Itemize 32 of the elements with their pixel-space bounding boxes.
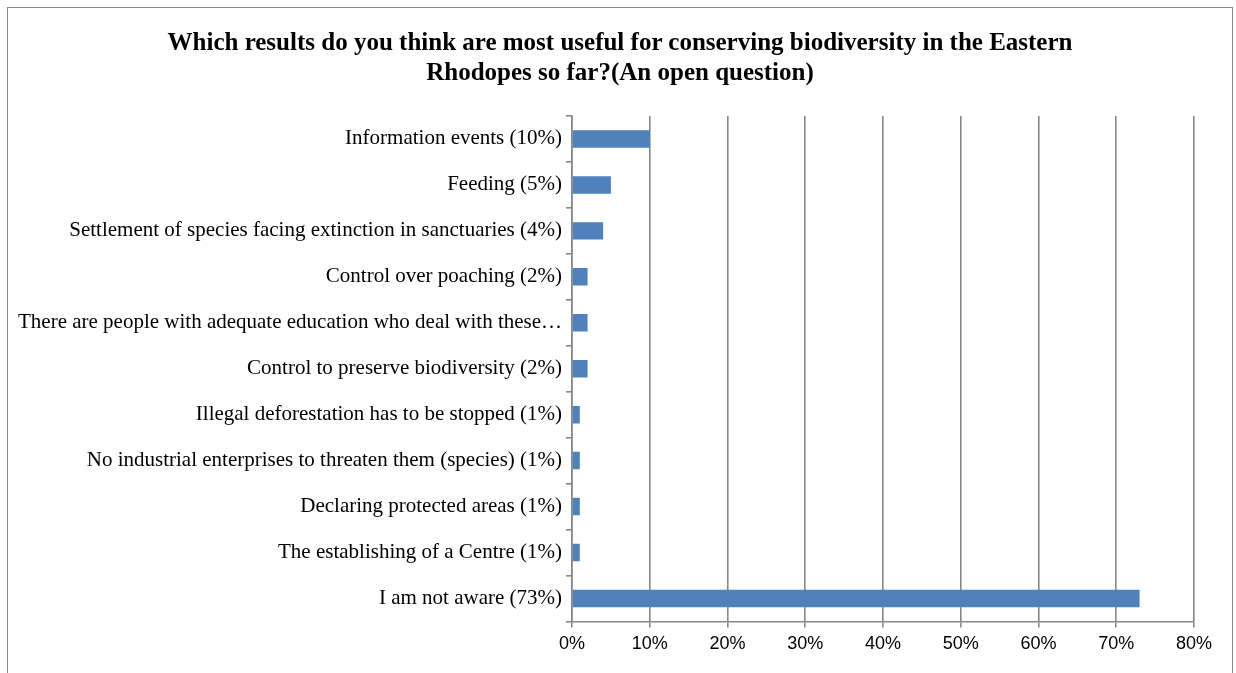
x-tick-label: 80% [1175, 633, 1213, 654]
x-tick-label: 70% [1098, 633, 1135, 654]
y-tick-label: There are people with adequate education who deal with these… [18, 309, 563, 334]
bar [572, 451, 580, 470]
bar [572, 589, 1140, 608]
y-tick-label: Settlement of species facing extinction in sanctuaries (4%) [69, 217, 563, 242]
x-tick-label: 0% [559, 633, 586, 654]
bar [572, 268, 588, 286]
bar [572, 130, 650, 148]
bar [572, 176, 611, 194]
y-tick-label: Control over poaching (2%) [325, 263, 563, 288]
x-tick-label: 10% [631, 633, 668, 654]
y-tick-label: Feeding (5%) [447, 171, 563, 196]
y-tick-label: I am not aware (73%) [378, 584, 563, 609]
bar [572, 497, 580, 516]
x-tick-label: 60% [1020, 633, 1057, 654]
y-tick-label: Illegal deforestation has to be stopped (1%) [195, 401, 563, 426]
x-tick-label: 20% [709, 633, 746, 654]
bar [572, 543, 580, 562]
bar [572, 222, 604, 240]
y-tick-label: Information events (10%) [345, 125, 563, 150]
bar [572, 405, 580, 424]
bar [572, 314, 588, 332]
x-tick-label: 40% [865, 633, 902, 654]
x-tick-label: 30% [787, 633, 824, 654]
x-tick-label: 50% [942, 633, 979, 654]
y-tick-label: Control to preserve biodiversity (2%) [247, 355, 563, 380]
bar [572, 359, 588, 378]
y-tick-label: No industrial enterprises to threaten them (species) (1%) [86, 447, 563, 472]
chart-title: Which results do you think are most useful for conserving biodiversity in the Eastern Rhodopes so far?(An open question) [166, 27, 1074, 87]
y-tick-label: The establishing of a Centre (1%) [278, 539, 563, 563]
y-tick-label: Declaring protected areas (1%) [300, 493, 563, 518]
